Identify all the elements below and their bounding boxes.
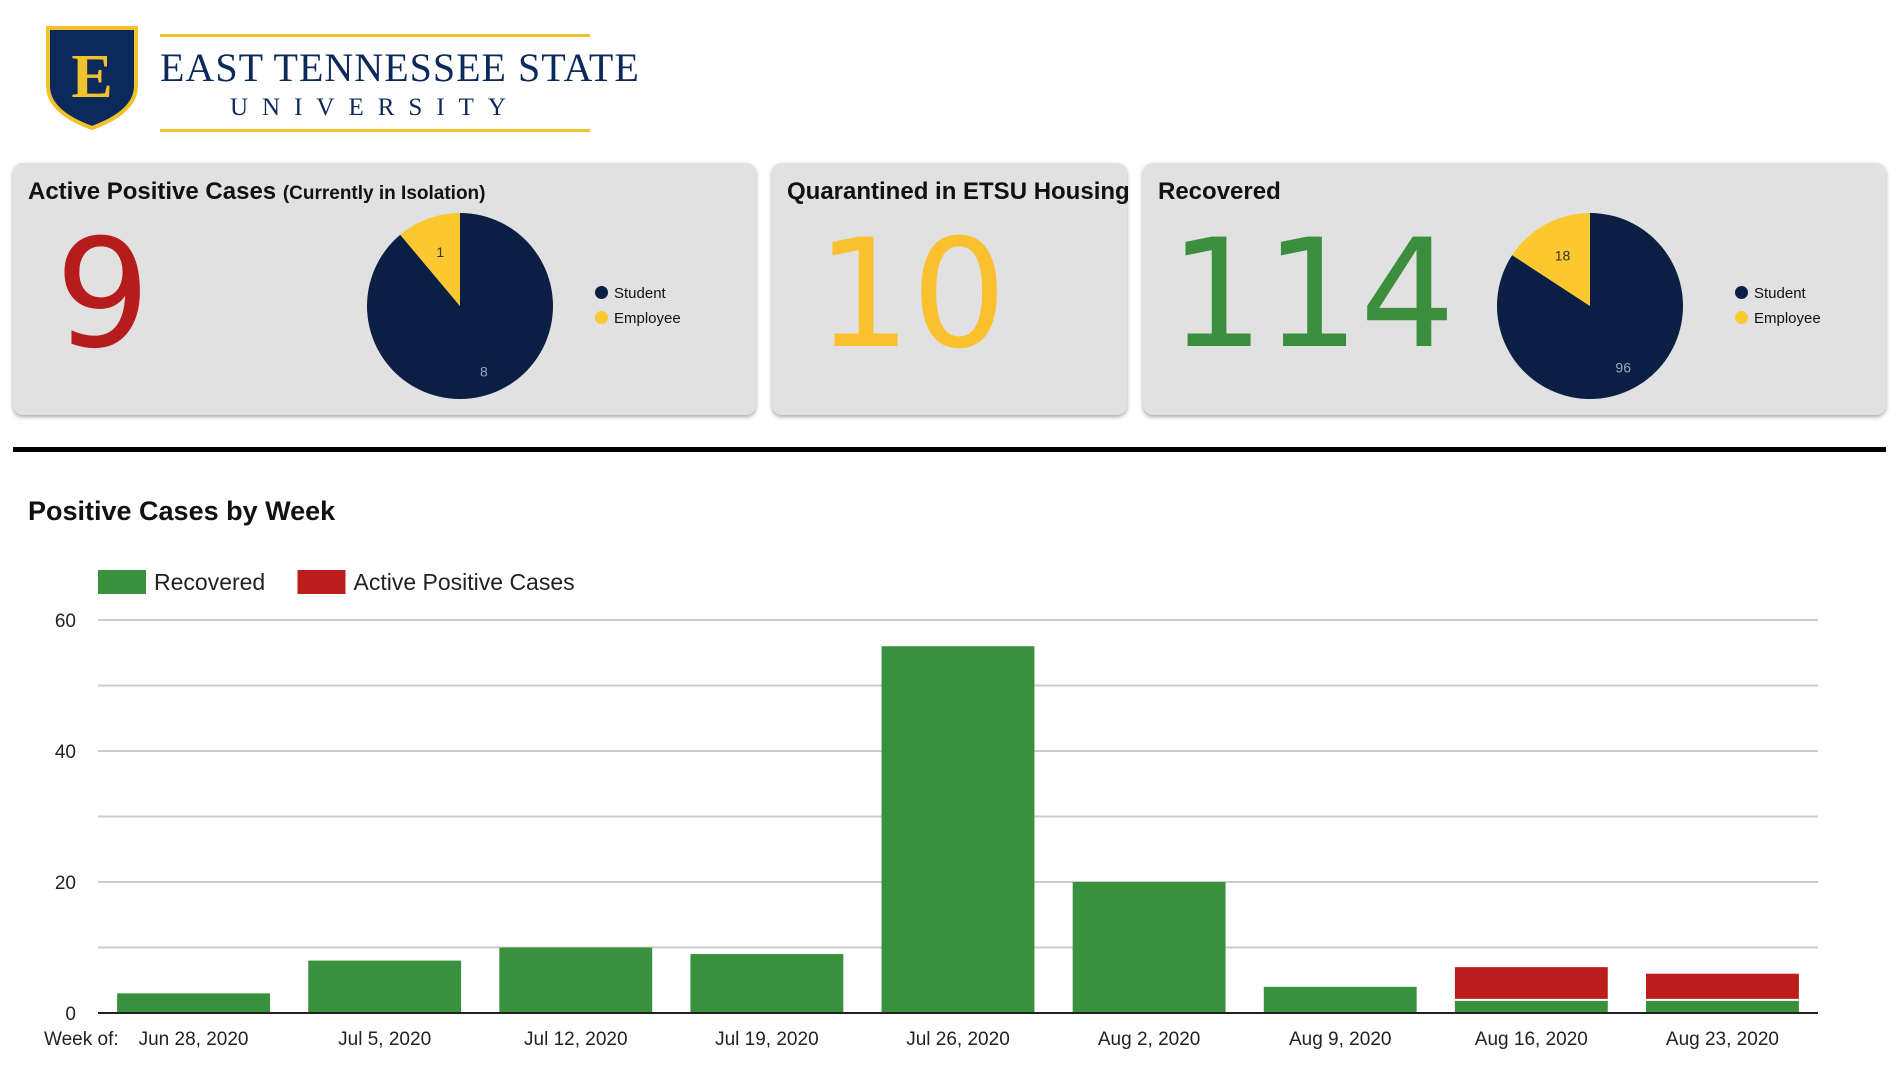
university-name: EAST TENNESSEE STATE: [160, 43, 590, 93]
x-tick-label: Jul 5, 2020: [338, 1029, 431, 1050]
bar-recovered: [308, 961, 461, 1013]
legend-label-student: Student: [614, 285, 666, 302]
y-tick-label: 40: [55, 742, 76, 763]
bar-recovered: [1455, 1000, 1608, 1013]
x-tick-label: Jul 26, 2020: [906, 1029, 1010, 1050]
x-tick-label: Aug 9, 2020: [1289, 1029, 1391, 1050]
recovered-pie-slice-label-employee: 18: [1555, 247, 1571, 263]
active-cases-value: 9: [55, 220, 150, 370]
active-legend-employee: Employee: [595, 310, 681, 327]
bar-active-positive-cases: [1455, 967, 1608, 1000]
active-cases-title-main: Active Positive Cases: [28, 178, 276, 205]
legend-label-employee: Employee: [1754, 310, 1821, 327]
logo-emblem: E: [71, 43, 112, 111]
legend-swatch-0: [98, 570, 146, 594]
etsu-shield-icon: E: [44, 24, 140, 130]
recovered-legend-employee: Employee: [1735, 310, 1821, 327]
legend-dot-employee: [1735, 311, 1748, 324]
logo-rule-top: [160, 34, 590, 37]
quarantined-value: 10: [816, 220, 1007, 370]
bar-recovered: [882, 646, 1035, 1013]
active-legend-student: Student: [595, 285, 666, 302]
recovered-title: Recovered: [1158, 178, 1281, 206]
cases-by-week-chart: Recovered Active Positive Cases 0 20 40 60 Jun…: [0, 560, 1896, 1060]
active-cases-card: Active Positive Cases (Currently in Isol…: [13, 163, 756, 415]
x-tick-label: Jun 28, 2020: [139, 1029, 249, 1050]
x-tick-label: Jul 19, 2020: [715, 1029, 819, 1050]
bar-active-positive-cases: [1646, 974, 1799, 1000]
x-tick-label: Jul 12, 2020: [524, 1029, 628, 1050]
active-pie-slice-label-employee: 1: [436, 244, 444, 260]
active-cases-subtitle: (Currently in Isolation): [283, 183, 486, 204]
quarantined-card: Quarantined in ETSU Housing 10: [772, 163, 1127, 415]
bar-recovered: [1073, 882, 1226, 1013]
active-cases-pie: 81: [365, 211, 555, 401]
y-tick-label: 20: [55, 873, 76, 894]
recovered-pie: 96 18: [1495, 211, 1685, 401]
bar-recovered: [1646, 1000, 1799, 1013]
bar-recovered: [1264, 987, 1417, 1013]
logo-rule-bottom: [160, 129, 590, 132]
legend-swatch-1: [298, 570, 346, 594]
etsu-logo: E EAST TENNESSEE STATE UNIVERSITY: [44, 24, 604, 134]
recovered-legend-student: Student: [1735, 285, 1806, 302]
bar-recovered: [117, 993, 270, 1013]
y-tick-label: 0: [65, 1004, 76, 1025]
x-tick-label: Aug 23, 2020: [1666, 1029, 1779, 1050]
recovered-card: Recovered 114 96 18 Student Employee: [1143, 163, 1886, 415]
legend-dot-student: [1735, 286, 1748, 299]
x-tick-label: Aug 16, 2020: [1475, 1029, 1588, 1050]
university-subname: UNIVERSITY: [160, 93, 590, 123]
active-pie-slice-label-student: 8: [480, 364, 488, 380]
legend-dot-student: [595, 286, 608, 299]
x-axis-prefix: Week of:: [44, 1029, 119, 1050]
legend-label-1: Active Positive Cases: [354, 569, 575, 595]
quarantined-title: Quarantined in ETSU Housing: [787, 178, 1130, 206]
chart-title: Positive Cases by Week: [28, 496, 335, 527]
recovered-value: 114: [1169, 220, 1455, 370]
recovered-pie-slice-label-student: 96: [1615, 359, 1631, 375]
x-tick-label: Aug 2, 2020: [1098, 1029, 1200, 1050]
legend-label-employee: Employee: [614, 310, 681, 327]
legend-label-0: Recovered: [154, 569, 265, 595]
y-tick-label: 60: [55, 611, 76, 632]
bar-recovered: [499, 948, 652, 1014]
section-divider: [13, 447, 1886, 452]
bar-recovered: [690, 954, 843, 1013]
legend-dot-employee: [595, 311, 608, 324]
legend-label-student: Student: [1754, 285, 1806, 302]
active-cases-title: Active Positive Cases (Currently in Isol…: [28, 178, 486, 206]
